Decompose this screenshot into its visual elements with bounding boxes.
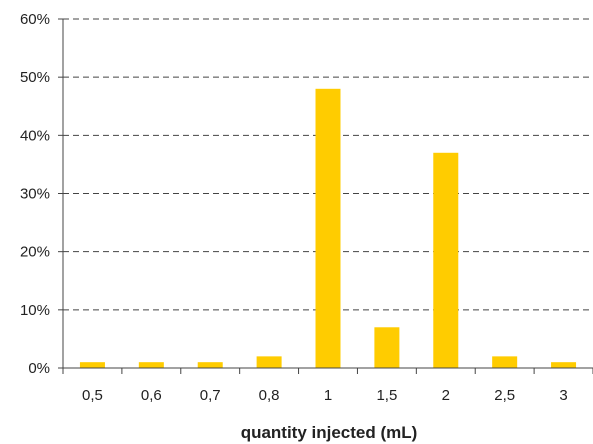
y-tick-label: 20%: [20, 244, 50, 261]
y-tick-label: 50%: [20, 69, 50, 86]
y-tick-labels: 0% 10% 20% 30% 40% 50% 60%: [20, 11, 50, 377]
x-tick-labels: 0,5 0,6 0,7 0,8 1 1,5 2 2,5 3: [82, 387, 568, 404]
bar: [315, 88, 341, 369]
bar: [197, 362, 223, 368]
bar: [492, 356, 518, 368]
x-tick-label: 2: [442, 387, 450, 404]
x-tick-label: 1: [324, 387, 332, 404]
axes: [58, 18, 593, 374]
x-tick-label: 0,6: [141, 387, 162, 404]
x-tick-label: 1,5: [376, 387, 397, 404]
y-tick-label: 30%: [20, 186, 50, 203]
x-tick-label: 0,8: [259, 387, 280, 404]
x-tick-label: 3: [559, 387, 567, 404]
x-tick-label: 0,7: [200, 387, 221, 404]
x-axis-title: quantity injected (mL): [241, 423, 418, 442]
bar-series: [79, 88, 577, 369]
bar: [551, 362, 577, 368]
bar: [374, 327, 400, 368]
bar: [79, 362, 105, 368]
y-tick-label: 40%: [20, 127, 50, 144]
x-tick-label: 2,5: [494, 387, 515, 404]
bar: [138, 362, 164, 368]
y-tick-label: 10%: [20, 302, 50, 319]
bar: [433, 152, 459, 368]
y-tick-label: 60%: [20, 11, 50, 28]
bar: [256, 356, 282, 368]
x-tick-label: 0,5: [82, 387, 103, 404]
y-tick-label: 0%: [28, 360, 50, 377]
